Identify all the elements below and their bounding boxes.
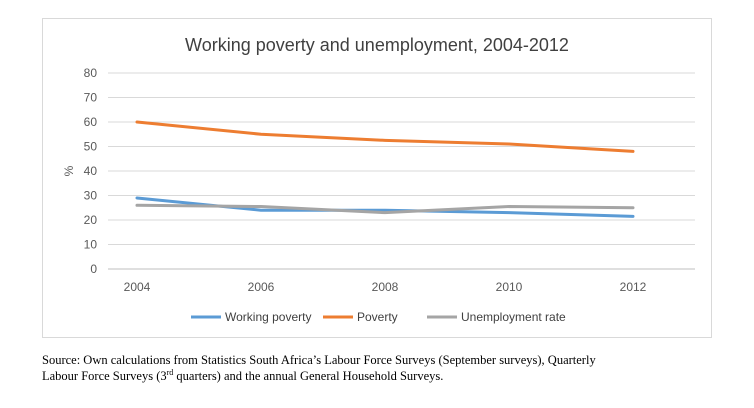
y-tick-label: 50 <box>84 140 98 154</box>
source-note: Source: Own calculations from Statistics… <box>42 352 722 384</box>
x-tick-label: 2004 <box>124 280 151 294</box>
x-axis-ticks: 2004 2006 2008 2010 2012 <box>124 280 647 294</box>
chart-title: Working poverty and unemployment, 2004-2… <box>185 35 569 55</box>
legend-label: Poverty <box>357 310 398 324</box>
line-chart: Working poverty and unemployment, 2004-2… <box>62 35 695 324</box>
legend-label: Working poverty <box>225 310 311 324</box>
y-tick-label: 80 <box>84 66 98 80</box>
x-tick-label: 2008 <box>372 280 399 294</box>
source-line-1: Source: Own calculations from Statistics… <box>42 353 596 367</box>
series-lines <box>135 120 635 218</box>
y-tick-label: 70 <box>84 91 98 105</box>
y-tick-label: 0 <box>90 262 97 276</box>
series-line-poverty <box>135 120 635 153</box>
source-line-2-end: quarters) and the annual General Househo… <box>173 369 444 383</box>
series-line-unemployment-rate <box>135 203 635 215</box>
source-line-2: Labour Force Surveys (3rd quarters) and … <box>42 368 722 384</box>
y-tick-label: 10 <box>84 238 98 252</box>
x-tick-label: 2012 <box>620 280 647 294</box>
x-tick-label: 2006 <box>248 280 275 294</box>
y-tick-label: 40 <box>84 164 98 178</box>
source-line-2-start: Labour Force Surveys (3 <box>42 369 167 383</box>
y-tick-label: 20 <box>84 213 98 227</box>
y-axis-label: % <box>62 165 76 176</box>
legend-label: Unemployment rate <box>461 310 566 324</box>
source-superscript: rd <box>166 367 174 377</box>
legend: Working poverty Poverty Unemployment rate <box>191 310 566 324</box>
chart-frame: Working poverty and unemployment, 2004-2… <box>42 18 712 338</box>
x-tick-label: 2010 <box>496 280 523 294</box>
y-axis-ticks: 0 10 20 30 40 50 60 70 80 <box>84 66 98 276</box>
gridlines <box>108 72 695 270</box>
y-tick-label: 60 <box>84 115 98 129</box>
y-tick-label: 30 <box>84 189 98 203</box>
